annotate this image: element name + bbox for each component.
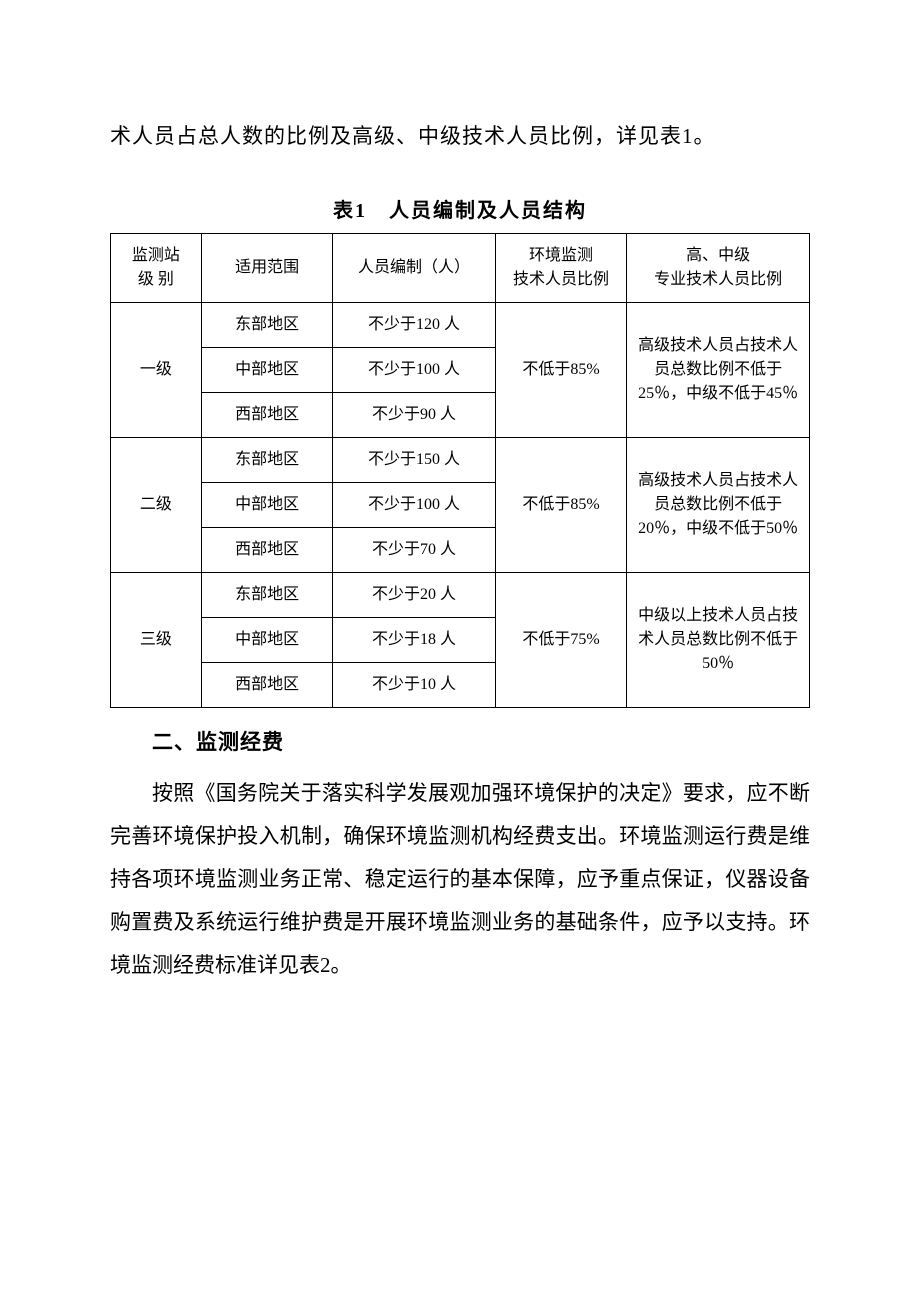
cell-quota: 不少于100 人	[333, 482, 495, 527]
cell-scope: 中部地区	[201, 482, 333, 527]
col-header-senior-ratio: 高、中级专业技术人员比例	[627, 233, 810, 302]
cell-senior-ratio: 高级技术人员占技术人员总数比例不低于20％，中级不低于50％	[627, 437, 810, 572]
cell-quota: 不少于70 人	[333, 527, 495, 572]
cell-scope: 东部地区	[201, 572, 333, 617]
col-header-scope: 适用范围	[201, 233, 333, 302]
staffing-table: 监测站级 别 适用范围 人员编制（人） 环境监测技术人员比例 高、中级专业技术人…	[110, 233, 810, 708]
cell-level: 三级	[111, 572, 202, 707]
table-row: 三级 东部地区 不少于20 人 不低于75% 中级以上技术人员占技术人员总数比例…	[111, 572, 810, 617]
cell-quota: 不少于100 人	[333, 347, 495, 392]
cell-senior-ratio: 高级技术人员占技术人员总数比例不低于25％，中级不低于45％	[627, 302, 810, 437]
cell-scope: 中部地区	[201, 347, 333, 392]
cell-senior-ratio: 中级以上技术人员占技术人员总数比例不低于50％	[627, 572, 810, 707]
table-row: 二级 东部地区 不少于150 人 不低于85% 高级技术人员占技术人员总数比例不…	[111, 437, 810, 482]
cell-tech-ratio: 不低于85%	[495, 437, 627, 572]
cell-level: 二级	[111, 437, 202, 572]
col-header-tech-ratio: 环境监测技术人员比例	[495, 233, 627, 302]
cell-scope: 西部地区	[201, 527, 333, 572]
intro-paragraph: 术人员占总人数的比例及高级、中级技术人员比例，详见表1。	[110, 120, 810, 154]
cell-tech-ratio: 不低于85%	[495, 302, 627, 437]
cell-quota: 不少于10 人	[333, 662, 495, 707]
cell-quota: 不少于90 人	[333, 392, 495, 437]
cell-scope: 东部地区	[201, 302, 333, 347]
cell-quota: 不少于120 人	[333, 302, 495, 347]
cell-tech-ratio: 不低于75%	[495, 572, 627, 707]
cell-scope: 东部地区	[201, 437, 333, 482]
table-title: 表1 人员编制及人员结构	[110, 194, 810, 223]
cell-quota: 不少于18 人	[333, 617, 495, 662]
cell-scope: 中部地区	[201, 617, 333, 662]
section-2-paragraph: 按照《国务院关于落实科学发展观加强环境保护的决定》要求，应不断完善环境保护投入机…	[110, 772, 810, 987]
cell-level: 一级	[111, 302, 202, 437]
table-row: 一级 东部地区 不少于120 人 不低于85% 高级技术人员占技术人员总数比例不…	[111, 302, 810, 347]
section-2-heading: 二、监测经费	[110, 726, 810, 756]
table-header-row: 监测站级 别 适用范围 人员编制（人） 环境监测技术人员比例 高、中级专业技术人…	[111, 233, 810, 302]
col-header-level: 监测站级 别	[111, 233, 202, 302]
cell-scope: 西部地区	[201, 662, 333, 707]
cell-scope: 西部地区	[201, 392, 333, 437]
cell-quota: 不少于150 人	[333, 437, 495, 482]
cell-quota: 不少于20 人	[333, 572, 495, 617]
document-page: 术人员占总人数的比例及高级、中级技术人员比例，详见表1。 表1 人员编制及人员结…	[0, 0, 920, 1302]
col-header-quota: 人员编制（人）	[333, 233, 495, 302]
